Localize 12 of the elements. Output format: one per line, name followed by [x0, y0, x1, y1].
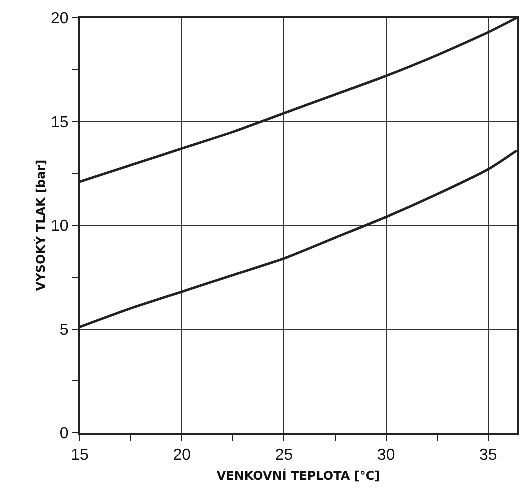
x-tick-label: 15: [71, 447, 89, 464]
y-axis-title: VYSOKÝ TLAK [bar]: [33, 160, 48, 292]
y-tick-label: 20: [51, 10, 69, 28]
x-tick-label: 35: [480, 447, 498, 464]
x-tick-label: 20: [173, 447, 192, 464]
x-tick-label: 30: [377, 447, 396, 464]
y-tick-label: 10: [51, 218, 69, 236]
y-tick-label: 15: [51, 114, 69, 132]
y-tick-label: 5: [60, 322, 69, 339]
x-tick-label: 25: [275, 447, 294, 464]
y-tick-label: 0: [60, 426, 69, 443]
x-axis-title: VENKOVNÍ TEPLOTA [°C]: [216, 468, 380, 483]
